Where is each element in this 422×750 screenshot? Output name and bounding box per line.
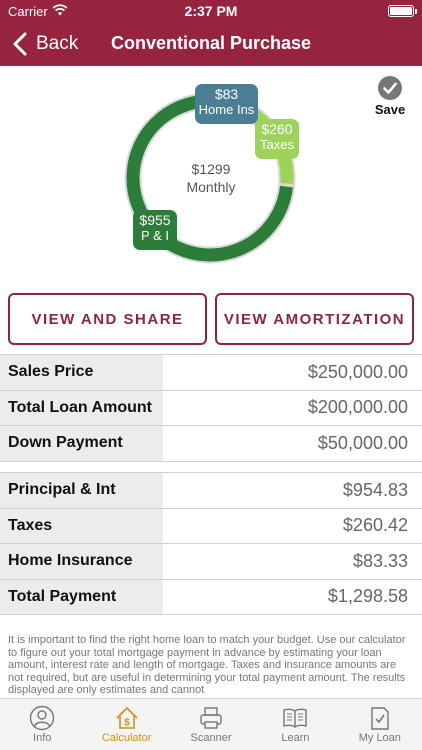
row-value: $1,298.58 [327, 586, 408, 607]
table-row: Total Loan Amount $200,000.00 [0, 390, 422, 426]
pi-amount: $955 [139, 212, 171, 228]
loan-summary-table: Sales Price $250,000.00 Total Loan Amoun… [0, 354, 422, 462]
person-icon [30, 705, 55, 731]
clock: 2:37 PM [184, 3, 238, 19]
status-bar: Carrier 2:37 PM [0, 0, 422, 22]
tab-label: Learn [281, 732, 310, 744]
taxes-amount: $260 [261, 121, 293, 137]
table-row: Home Insurance $83.33 [0, 544, 422, 580]
row-value: $250,000.00 [307, 361, 408, 382]
book-icon [283, 708, 308, 728]
monthly-amount: $1299 [191, 161, 231, 177]
row-value: $200,000.00 [307, 397, 408, 418]
table-row: Sales Price $250,000.00 [0, 355, 422, 391]
battery-icon [388, 5, 414, 17]
row-label: Down Payment [0, 426, 163, 461]
nav-bar: Back Conventional Purchase [0, 22, 422, 66]
row-label: Home Insurance [0, 544, 163, 579]
back-label: Back [36, 33, 79, 54]
carrier-label: Carrier [8, 4, 48, 19]
row-label: Sales Price [0, 355, 163, 390]
tab-bar: Info $ Calculator Scanner Learn My Loan [0, 698, 422, 750]
pi-label: P & I [141, 228, 169, 243]
tab-scanner[interactable]: Scanner [169, 699, 253, 750]
battery-tip [415, 9, 417, 14]
table-row: Taxes $260.42 [0, 508, 422, 544]
table-row: Principal & Int $954.83 [0, 473, 422, 509]
tab-label: Scanner [190, 732, 232, 744]
page-title: Conventional Purchase [110, 33, 312, 53]
row-label: Taxes [0, 508, 163, 543]
svg-text:$: $ [124, 718, 130, 729]
tab-my-loan[interactable]: My Loan [338, 699, 422, 750]
taxes-tag: $260 Taxes [255, 119, 299, 159]
row-label: Principal & Int [0, 473, 163, 508]
home-ins-label: Home Ins [198, 102, 255, 117]
home-ins-tag: $83 Home Ins [195, 84, 258, 124]
checkmark-icon [378, 76, 402, 100]
save-button[interactable]: Save [372, 76, 408, 117]
tab-info[interactable]: Info [0, 699, 84, 750]
tab-label: Info [33, 732, 52, 744]
disclaimer-text: It is important to find the right home l… [8, 634, 406, 696]
chevron-left-icon [13, 32, 27, 56]
row-value: $83.33 [352, 550, 408, 571]
monthly-label: Monthly [186, 179, 236, 195]
home-ins-amount: $83 [214, 86, 239, 102]
row-label: Total Loan Amount [0, 390, 163, 425]
row-value: $260.42 [342, 515, 408, 536]
row-value: $50,000.00 [317, 432, 408, 453]
tab-calculator[interactable]: $ Calculator [84, 699, 168, 750]
chart-center: $1299 Monthly [151, 160, 271, 196]
table-row: Total Payment $1,298.58 [0, 579, 422, 615]
view-amortization-button[interactable]: VIEW AMORTIZATION [215, 293, 414, 345]
tab-label: Calculator [101, 732, 152, 744]
row-value: $954.83 [342, 479, 408, 500]
payment-breakdown-table: Principal & Int $954.83 Taxes $260.42 Ho… [0, 472, 422, 615]
pi-tag: $955 P & I [133, 210, 177, 250]
save-label: Save [374, 102, 406, 117]
scanner-icon [200, 707, 222, 729]
tab-learn[interactable]: Learn [253, 699, 337, 750]
row-label: Total Payment [0, 579, 163, 614]
view-and-share-button[interactable]: VIEW AND SHARE [8, 293, 207, 345]
house-dollar-icon: $ [116, 707, 138, 729]
taxes-label: Taxes [260, 137, 294, 152]
wifi-icon [52, 4, 68, 16]
tab-label: My Loan [358, 732, 401, 744]
checklist-icon [371, 707, 389, 730]
table-row: Down Payment $50,000.00 [0, 426, 422, 462]
header: Carrier 2:37 PM Back Conventional Purcha… [0, 0, 422, 66]
back-button[interactable]: Back [10, 30, 78, 58]
